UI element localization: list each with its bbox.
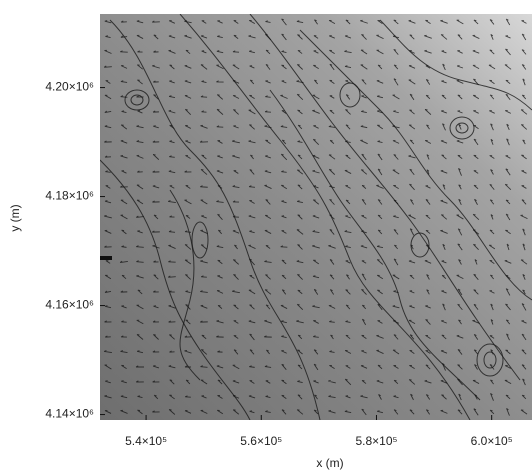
- y-axis-label: y (m): [8, 204, 22, 231]
- x-tick-label: 5.8×10⁵: [355, 434, 397, 448]
- y-tick-label: 4.20×10⁶: [45, 80, 94, 94]
- chart: x (m) y (m) 5.4×10⁵ 5.6×10⁵ 5.8×10⁵ 6.0×10⁵…: [0, 0, 532, 472]
- y-tick-label: 4.14×10⁶: [45, 407, 94, 421]
- x-tick-label: 6.0×10⁵: [471, 434, 513, 448]
- x-tick-label: 5.4×10⁵: [125, 434, 167, 448]
- y-tick-label: 4.16×10⁶: [45, 298, 94, 312]
- x-axis-label: x (m): [316, 456, 343, 470]
- y-tick-label: 4.18×10⁶: [45, 189, 94, 203]
- x-tick-label: 5.6×10⁵: [240, 434, 282, 448]
- edge-marker: [100, 256, 112, 260]
